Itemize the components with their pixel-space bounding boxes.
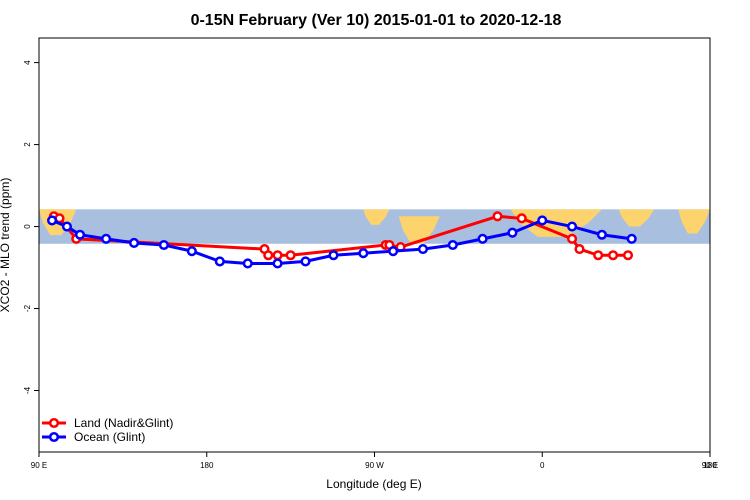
series-1-point [158,239,169,251]
legend-label: Land (Nadir&Glint) [74,416,173,430]
x-axis-label: Longitude (deg E) [326,477,421,491]
x-tick-label: 90 W [365,461,384,470]
series-1-point [46,215,58,226]
x-tick-label: 180 [703,461,717,470]
series-1-point [477,233,488,244]
legend-swatch-marker [48,417,60,429]
series-1-point [328,250,339,261]
series-1-point [417,244,429,255]
series-1-point [129,237,140,249]
chart-title: 0-15N February (Ver 10) 2015-01-01 to 20… [191,12,562,29]
legend-label: Ocean (Glint) [74,430,145,444]
y-tick-label: 4 [23,60,32,65]
series-layer [46,211,637,269]
series-0-point [263,250,274,261]
series-1-point [507,227,518,238]
series-1-point [214,256,225,267]
series-1-point [300,256,311,267]
series-1-point [272,258,283,269]
series-1-point [358,248,369,259]
series-0-point [492,211,503,222]
series-1-point [447,239,458,251]
series-0-point [272,250,283,261]
legend: Land (Nadir&Glint)Ocean (Glint) [42,416,173,444]
land-mass-south-america [398,216,440,244]
series-1-point [567,221,578,232]
series-0-point [285,250,296,261]
y-axis: -4 -2 0 2 4 [23,60,39,394]
series-0-point [593,250,604,261]
y-tick-label: -4 [23,386,32,394]
series-0-point [516,213,527,224]
x-tick-label: 0 [540,461,545,470]
land-mass-arabia-india [618,209,655,227]
series-1-point [626,233,637,244]
y-axis-label: XCO2 - MLO trend (ppm) [0,178,12,313]
series-0-point [608,250,619,261]
land-mass-indochina [678,209,710,234]
series-line-1 [51,218,632,265]
x-tick-label: 90 E [31,461,47,470]
y-tick-label: 0 [23,224,32,229]
series-0-point [622,250,634,261]
x-tick-label: 180 [200,461,214,470]
series-1-point [242,258,253,269]
plot-area [39,209,710,269]
series-1-point [74,229,86,240]
series-1-point [101,233,112,244]
y-tick-label: -2 [23,304,32,312]
legend-swatch-marker [48,431,60,443]
series-0-point [567,233,578,244]
x-tick-label: 90 E [702,461,718,470]
background-map-band [39,209,710,244]
series-1-point [388,246,399,257]
land-mass-central-america [363,209,390,225]
series-1-point [537,215,548,226]
y-tick-label: 2 [23,142,32,147]
series-1-point [186,246,197,257]
series-0-point [574,244,585,255]
series-1-point [596,229,607,240]
series-1-point [61,221,73,232]
